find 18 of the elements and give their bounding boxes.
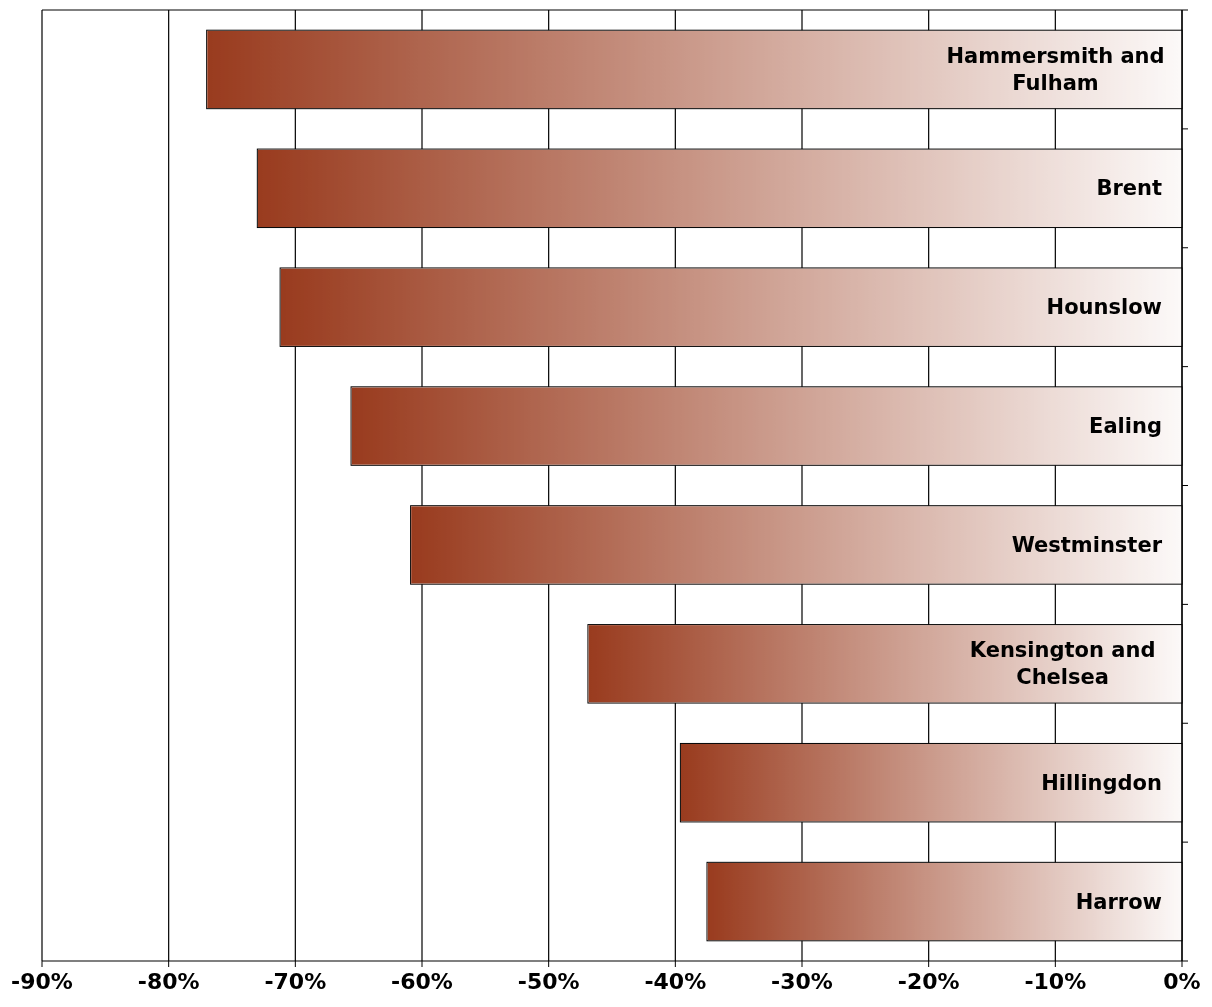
y-tick-label: Westminster (1011, 532, 1163, 557)
x-tick-label: -90% (11, 969, 73, 994)
x-tick-label: 0% (1163, 969, 1201, 994)
y-tick-label: Harrow (1075, 889, 1162, 914)
x-tick-label: -30% (771, 969, 833, 994)
y-tick-label: Hounslow (1046, 295, 1162, 320)
x-tick-label: -70% (264, 969, 327, 994)
x-tick-label: -60% (391, 969, 453, 994)
x-tick-label: -40% (644, 969, 707, 994)
x-tick-label: -50% (517, 969, 580, 994)
x-tick-label: -10% (1024, 969, 1087, 994)
y-tick-label: Hammersmith and Fulham (946, 43, 1165, 95)
y-tick-label: Ealing (1089, 414, 1162, 439)
x-tick-label: -20% (897, 969, 960, 994)
y-tick-label: Brent (1096, 176, 1162, 201)
y-tick-label: Hillingdon (1041, 770, 1162, 795)
x-tick-label: -80% (137, 969, 200, 994)
y-tick-label: Kensington and Chelsea (969, 638, 1156, 690)
